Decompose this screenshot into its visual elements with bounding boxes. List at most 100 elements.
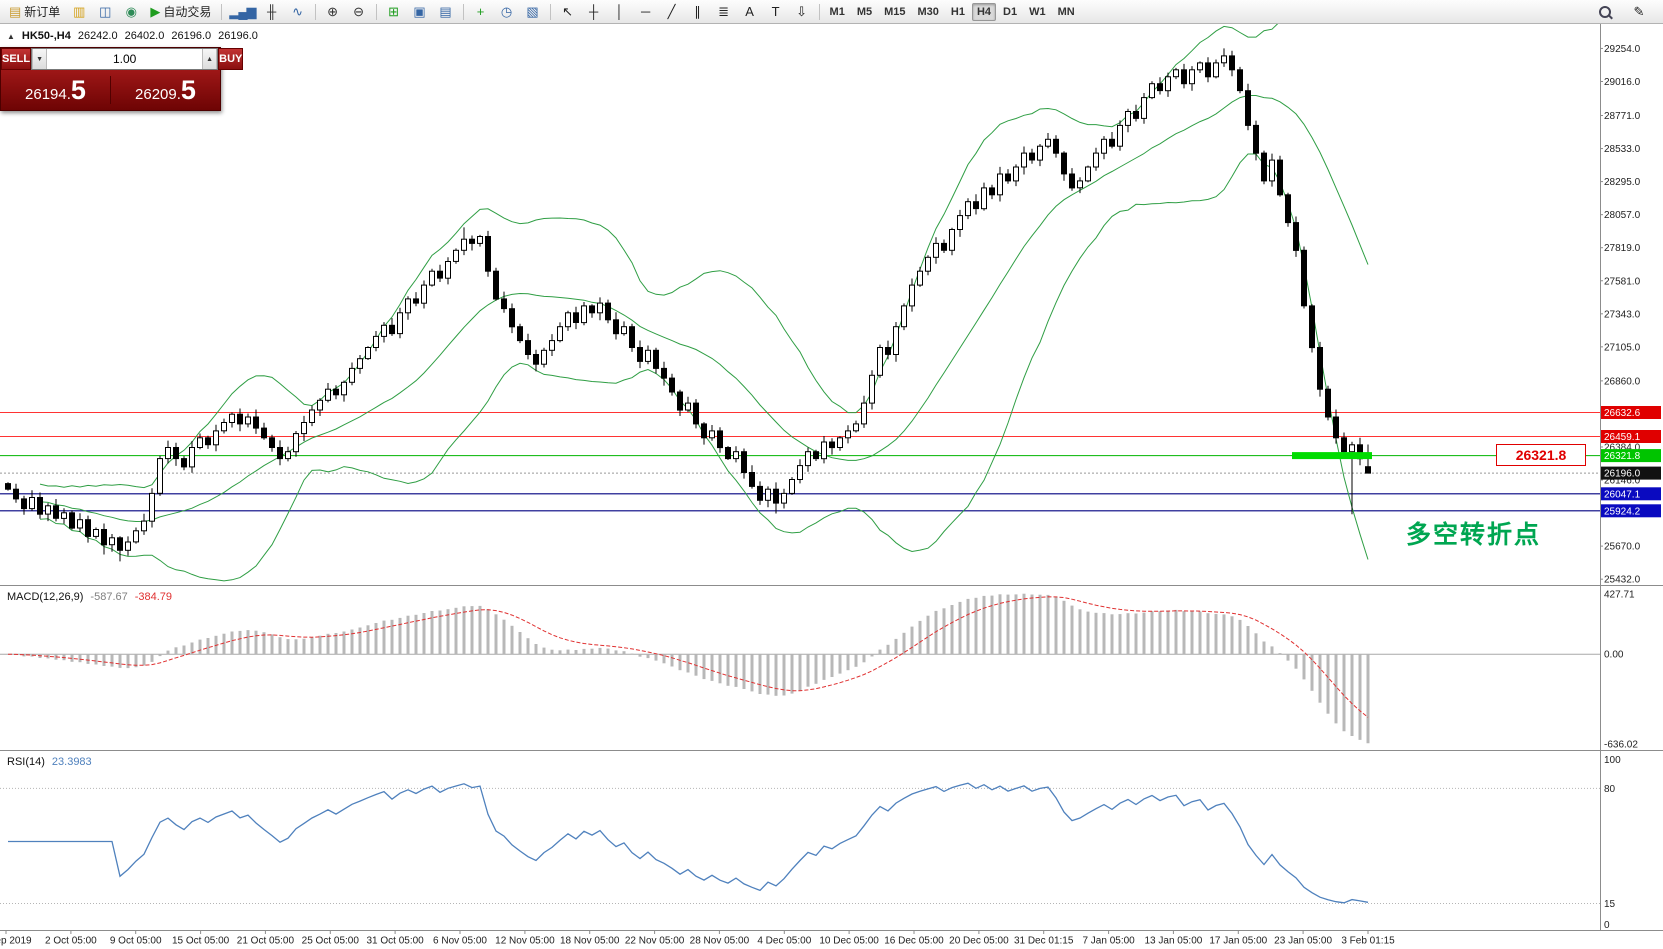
line-chart-button[interactable]: ∿ [285, 1, 311, 23]
fibonacci-button[interactable]: ≣ [711, 1, 737, 23]
templates-button[interactable]: ▧ [520, 1, 546, 23]
macd-signal-line [7, 596, 1369, 718]
profiles-button[interactable]: ▥ [66, 1, 92, 23]
timeframe-mn[interactable]: MN [1057, 5, 1075, 18]
channel-button[interactable]: ∥ [685, 1, 711, 23]
market-watch-button[interactable]: ◫ [92, 1, 118, 23]
text-button[interactable]: A [737, 1, 763, 23]
vertical-line-button[interactable]: │ [607, 1, 633, 23]
zoom-out-button[interactable]: ⊖ [346, 1, 372, 23]
timeframe-h4[interactable]: H4 [971, 2, 997, 21]
price-tick: 26146.0 [1604, 476, 1641, 487]
candle [637, 347, 643, 362]
candle [1077, 180, 1083, 189]
auto-trading-button[interactable]: ▶ 自动交易 [144, 1, 217, 23]
tile-windows-button[interactable]: ⊞ [381, 1, 407, 23]
volume-increase-button[interactable]: ▲ [202, 49, 218, 69]
candle [1221, 55, 1227, 64]
candle [381, 324, 387, 337]
text-label-button[interactable]: T [763, 1, 789, 23]
collapse-marker-icon[interactable]: ▲ [7, 31, 15, 41]
volume-decrease-button[interactable]: ▼ [32, 49, 48, 69]
macd-name: MACD(12,26,9) [7, 591, 84, 603]
price-tick: 26860.0 [1604, 376, 1641, 387]
timeframe-w1[interactable]: W1 [1029, 5, 1046, 18]
bar-chart-button[interactable]: ▂▄▆ [226, 1, 258, 23]
bollinger-lo-line [39, 153, 1369, 582]
sell-price-main: 26194. [25, 85, 71, 103]
turning-point-annotation: 多空转折点 [1406, 521, 1542, 549]
candle [933, 242, 939, 258]
candle [1261, 152, 1267, 182]
candle [517, 326, 523, 342]
toolbar-right-group: ✎ [1592, 1, 1660, 23]
candle [77, 519, 83, 529]
volume-input[interactable] [47, 49, 203, 69]
candle [93, 529, 99, 537]
candle [301, 422, 307, 435]
support-highlight-bar[interactable] [1292, 452, 1372, 460]
time-label: 7 Jan 05:00 [1082, 936, 1135, 947]
cascade-windows-button[interactable]: ▤ [433, 1, 459, 23]
candle [1245, 90, 1251, 126]
timeframe-m5[interactable]: M5 [856, 5, 873, 18]
zoom-in-button[interactable]: ⊕ [320, 1, 346, 23]
candle [605, 302, 611, 321]
time-axis[interactable]: 5 Sep 2019 2 Oct 05:00 9 Oct 05:00 15 Oct 0… [0, 930, 1395, 947]
candle [885, 347, 891, 355]
price-chart[interactable]: 29254.0 29016.0 28771.0 28533.0 28295.0 28057… [0, 24, 1663, 949]
open-value: 26242.0 [77, 30, 118, 42]
candle [1269, 159, 1275, 182]
candle [1325, 388, 1331, 418]
trendline-button[interactable]: ╱ [659, 1, 685, 23]
candle [453, 249, 459, 262]
buy-price[interactable]: 26209. 5 [111, 76, 220, 104]
candle [501, 298, 507, 310]
edit-button[interactable]: ✎ [1626, 1, 1652, 23]
candle [13, 488, 19, 500]
candle [645, 349, 651, 362]
strategy-button[interactable]: ◉ [118, 1, 144, 23]
toolbar-separator [375, 3, 377, 20]
candle [165, 447, 171, 460]
sell-price[interactable]: 26194. 5 [1, 76, 110, 104]
new-order-button[interactable]: ▤ 新订单 [3, 1, 66, 23]
time-label: 31 Dec 01:15 [1014, 936, 1074, 947]
candle [821, 441, 827, 460]
periods-button[interactable]: ◷ [494, 1, 520, 23]
candle [1037, 145, 1043, 161]
candlestick-chart-button[interactable]: ╫ [259, 1, 285, 23]
toolbar-separator [549, 3, 551, 20]
buy-button[interactable]: BUY [218, 48, 244, 70]
sell-button[interactable]: SELL [1, 48, 32, 70]
timeframe-m1[interactable]: M1 [829, 5, 845, 18]
arrows-button[interactable]: ⇩ [789, 1, 815, 23]
price-tick: 28533.0 [1604, 144, 1641, 155]
indicators-button[interactable]: + [468, 1, 494, 23]
candle [1149, 83, 1155, 99]
toolbar-left-group: ▤ 新订单 ▥ ◫ ◉ ▶ 自动交易 ▂▄▆ ╫ ∿ ⊕ ⊖ ⊞ ▣ ▤ + ◷ ▧ ↖ ┼ │ ─ ╱ ∥ ≣ A T ⇩ [3, 1, 824, 23]
time-label: 23 Jan 05:00 [1274, 936, 1332, 947]
cursor-button[interactable]: ↖ [555, 1, 581, 23]
candle [125, 541, 131, 551]
timeframe-m15[interactable]: M15 [884, 5, 906, 18]
candle [917, 270, 923, 286]
timeframe-m30[interactable]: M30 [917, 5, 939, 18]
candle [877, 347, 883, 376]
rsi-panel-layer: 100 80 15 0 [0, 755, 1621, 931]
candle [1101, 138, 1107, 154]
horizontal-line-button[interactable]: ─ [633, 1, 659, 23]
price-level-label[interactable]: 26321.8 [1496, 444, 1586, 466]
arrange-windows-button[interactable]: ▣ [407, 1, 433, 23]
time-label: 21 Oct 05:00 [237, 936, 295, 947]
crosshair-button[interactable]: ┼ [581, 1, 607, 23]
price-badge [1601, 406, 1661, 419]
candle [437, 270, 443, 279]
chart-frame [0, 24, 1663, 931]
timeframe-h1[interactable]: H1 [950, 5, 965, 18]
time-label: 18 Nov 05:00 [560, 936, 620, 947]
candle [413, 298, 419, 304]
support-highlight[interactable] [1292, 452, 1372, 460]
search-button[interactable] [1592, 1, 1618, 23]
timeframe-d1[interactable]: D1 [1003, 5, 1018, 18]
